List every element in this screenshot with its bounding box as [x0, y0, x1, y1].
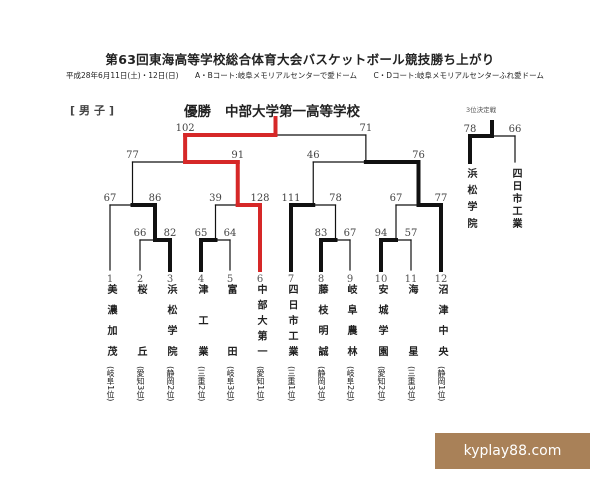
team-prefecture-11: (三重3位) — [407, 366, 416, 402]
team-prefecture-3: (静岡2位) — [166, 366, 175, 402]
team-number-9: 9 — [347, 274, 353, 285]
score-m4-right: 57 — [405, 228, 418, 239]
team-name-2: 桜丘 — [135, 284, 146, 356]
team-prefecture-1: (岐阜1位) — [106, 366, 115, 402]
team-prefecture-10: (愛知2位) — [377, 366, 386, 402]
score-m8-right: 77 — [435, 193, 448, 204]
team-name-10: 安城学園 — [376, 284, 387, 356]
team-number-11: 11 — [405, 274, 418, 285]
team-number-2: 2 — [137, 274, 143, 285]
score-m10-left: 46 — [307, 150, 320, 161]
score-final-right: 71 — [360, 123, 373, 134]
team-name-11: 海星 — [406, 284, 417, 356]
champion-banner: 優勝 中部大学第一高等学校 — [184, 100, 360, 120]
score-m7-left: 111 — [281, 193, 300, 204]
team-number-1: 1 — [107, 274, 113, 285]
score-m1-left: 66 — [134, 228, 147, 239]
team-name-5: 富田 — [225, 284, 236, 356]
team-prefecture-4: (三重2位) — [197, 366, 206, 402]
score-m2-right: 64 — [224, 228, 237, 239]
event-date: 平成28年6月11日(土)・12日(日) — [66, 71, 179, 80]
team-number-10: 10 — [375, 274, 388, 285]
team-name-4: 津工業 — [196, 284, 207, 356]
team-prefecture-12: (静岡1位) — [437, 366, 446, 402]
team-number-6: 6 — [257, 274, 263, 285]
score-m6-right: 128 — [250, 193, 269, 204]
score-m7-right: 78 — [329, 193, 342, 204]
score-m9-left: 77 — [126, 150, 139, 161]
team-prefecture-2: (愛知3位) — [136, 366, 145, 402]
third-place-score-left: 78 — [464, 124, 477, 135]
score-m1-right: 82 — [164, 228, 177, 239]
score-m6-left: 39 — [209, 193, 222, 204]
score-m9-right: 91 — [231, 150, 244, 161]
court-ab-info: A・Bコート:岐阜メモリアルセンターで愛ドーム — [195, 71, 358, 80]
team-name-1: 美濃加茂 — [105, 284, 116, 356]
champion-label: 優勝 — [184, 104, 211, 120]
score-m2-left: 65 — [195, 228, 208, 239]
team-prefecture-9: (岐阜2位) — [346, 366, 355, 402]
score-m3-left: 83 — [315, 228, 328, 239]
team-prefecture-6: (愛知1位) — [256, 366, 265, 402]
third-place-team-right: 四日市工業 — [510, 168, 521, 228]
team-number-3: 3 — [167, 274, 173, 285]
team-name-12: 沼津中央 — [436, 284, 447, 356]
team-name-6: 中部大第一 — [255, 284, 266, 356]
team-prefecture-8: (静岡3位) — [317, 366, 326, 402]
team-number-4: 4 — [198, 274, 204, 285]
team-name-7: 四日市工業 — [286, 284, 297, 356]
score-m4-left: 94 — [375, 228, 388, 239]
third-place-score-right: 66 — [509, 124, 522, 135]
team-prefecture-7: (三重1位) — [287, 366, 296, 402]
tournament-title: 第63回東海高等学校総合体育大会バスケットボール競技勝ち上がり — [105, 52, 495, 67]
team-name-3: 浜松学院 — [165, 284, 176, 356]
watermark: kyplay88.com — [435, 433, 590, 469]
team-name-9: 岐阜農林 — [345, 284, 356, 356]
score-m10-right: 76 — [412, 150, 425, 161]
score-m3-right: 67 — [344, 228, 357, 239]
event-info: 平成28年6月11日(土)・12日(日) A・Bコート:岐阜メモリアルセンターで… — [66, 70, 558, 81]
court-cd-info: C・Dコート:岐阜メモリアルセンターふれ愛ドーム — [373, 71, 544, 80]
team-name-8: 藤枝明誠 — [316, 284, 327, 356]
team-number-5: 5 — [227, 274, 233, 285]
team-prefecture-5: (岐阜3位) — [226, 366, 235, 402]
champion-team: 中部大学第一高等学校 — [225, 104, 360, 120]
third-place-team-left: 浜松学院 — [465, 168, 476, 228]
division-label: [男子] — [70, 104, 119, 117]
score-final-left: 102 — [176, 123, 195, 134]
team-number-8: 8 — [318, 274, 324, 285]
score-m8-left: 67 — [390, 193, 403, 204]
score-m5-left: 67 — [104, 193, 117, 204]
team-number-7: 7 — [288, 274, 294, 285]
team-number-12: 12 — [435, 274, 448, 285]
third-place-title: 3位決定戦 — [466, 106, 497, 114]
score-m5-right: 86 — [149, 193, 162, 204]
